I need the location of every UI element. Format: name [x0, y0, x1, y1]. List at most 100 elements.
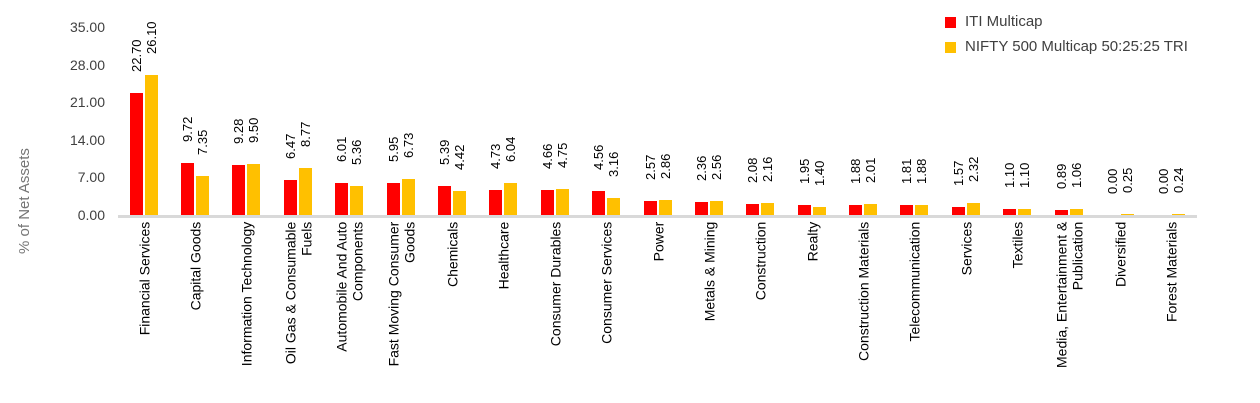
value-label: 2.32: [965, 156, 981, 182]
category-label: Information Technology: [221, 222, 272, 398]
category-label: Metals & Mining: [683, 222, 734, 398]
value-label: 4.73: [488, 143, 504, 169]
bar: [335, 182, 349, 215]
value-label: 9.28: [231, 118, 247, 145]
value-label: 6.01: [334, 136, 350, 162]
category-label-text: Realty: [803, 221, 820, 262]
category-label: Textiles: [991, 222, 1042, 398]
bar: [196, 175, 210, 215]
category-label-text: Financial Services: [135, 221, 152, 336]
bar: [540, 189, 554, 215]
bar: [951, 206, 965, 215]
category-label: Fast Moving Consumer Goods: [375, 222, 426, 398]
value-label: 7.35: [195, 129, 211, 155]
category-label-text: Telecommunication: [906, 221, 923, 342]
category-label-text: Construction Materials: [855, 221, 872, 362]
bar: [386, 183, 400, 215]
legend-label: NIFTY 500 Multicap 50:25:25 TRI: [965, 38, 1188, 55]
legend: ITI Multicap NIFTY 500 Multicap 50:25:25 …: [945, 13, 1188, 56]
y-tick-label: 0.00: [77, 207, 105, 223]
y-tick-label: 7.00: [77, 169, 105, 186]
value-label: 1.88: [914, 158, 930, 184]
bar: [283, 180, 297, 215]
value-label: 0.25: [1119, 167, 1135, 193]
category-label: Consumer Services: [580, 222, 631, 398]
y-tick-label: 21.00: [69, 94, 105, 111]
category-label-text: Fast Moving Consumer Goods: [384, 221, 417, 367]
value-label: 1.10: [1017, 162, 1033, 189]
value-label: 6.47: [282, 133, 298, 160]
value-label: 2.57: [642, 154, 658, 181]
value-label: 4.66: [539, 143, 555, 169]
bar: [1003, 209, 1017, 215]
bar: [298, 167, 312, 215]
bar: [181, 162, 195, 215]
category-label-text: Construction: [752, 221, 769, 301]
value-label: 1.40: [811, 161, 827, 187]
bar: [746, 203, 760, 215]
legend-swatch-icon: [945, 16, 956, 28]
category-label-text: Services: [957, 221, 974, 276]
bar: [900, 205, 914, 215]
category-label: Services: [940, 222, 991, 398]
category-label-text: Capital Goods: [187, 221, 204, 311]
value-label: 1.06: [1068, 162, 1084, 189]
value-label: 0.00: [1156, 168, 1172, 194]
category-label-text: Forest Materials: [1163, 221, 1180, 323]
category-label-text: Diversified: [1111, 221, 1128, 288]
bar: [144, 74, 158, 215]
category-label: Automobile And Auto Components: [324, 222, 375, 398]
category-label: Construction: [735, 222, 786, 398]
value-label: 4.56: [591, 144, 607, 170]
value-label: 0.24: [1171, 167, 1187, 193]
legend-item: ITI Multicap: [945, 13, 1188, 31]
category-label: Power: [632, 222, 683, 398]
category-label: Oil Gas & Consumable Fuels: [272, 222, 323, 398]
value-label: 2.16: [760, 157, 776, 183]
category-label-text: Media, Entertainment & Publication: [1052, 221, 1085, 369]
category-label: Diversified: [1094, 222, 1145, 398]
category-label: Forest Materials: [1146, 222, 1197, 398]
bar: [555, 189, 569, 215]
value-label: 0.00: [1104, 168, 1120, 194]
category-label-text: Power: [649, 221, 666, 262]
bar: [1172, 213, 1186, 215]
value-label: 2.36: [693, 156, 709, 182]
category-label-text: Metals & Mining: [700, 221, 717, 322]
category-label-text: Information Technology: [238, 221, 255, 367]
value-label: 1.95: [796, 158, 812, 184]
legend-item: NIFTY 500 Multicap 50:25:25 TRI: [945, 38, 1188, 56]
bar: [452, 191, 466, 215]
value-label: 5.36: [349, 139, 365, 166]
value-label: 6.73: [400, 132, 416, 158]
category-label-text: Textiles: [1009, 221, 1026, 269]
bar: [694, 202, 708, 215]
category-label: Consumer Durables: [529, 222, 580, 398]
y-tick-label: 35.00: [69, 19, 105, 35]
bar: [504, 182, 518, 215]
bar: [437, 186, 451, 215]
value-label: 1.81: [899, 158, 915, 185]
y-tick-label: 28.00: [69, 56, 105, 73]
category-label: Realty: [786, 222, 837, 398]
value-label: 2.56: [708, 154, 724, 181]
category-label: Healthcare: [478, 222, 529, 398]
value-label: 5.39: [436, 139, 452, 166]
bar: [1018, 209, 1032, 215]
category-label: Chemicals: [426, 222, 477, 398]
bar: [761, 203, 775, 215]
y-axis-title: % of Net Assets: [15, 148, 33, 254]
bar: [489, 189, 503, 215]
value-label: 22.70: [128, 39, 144, 73]
value-label: 4.42: [451, 144, 467, 171]
value-label: 9.72: [180, 116, 196, 142]
value-label: 2.08: [745, 157, 761, 183]
bar: [966, 202, 980, 215]
value-label: 5.95: [385, 136, 401, 163]
bar: [812, 207, 826, 215]
bar: [1054, 210, 1068, 215]
category-label-text: Oil Gas & Consumable Fuels: [281, 221, 314, 365]
value-label: 6.04: [503, 136, 519, 162]
y-tick-label: 14.00: [69, 131, 105, 148]
